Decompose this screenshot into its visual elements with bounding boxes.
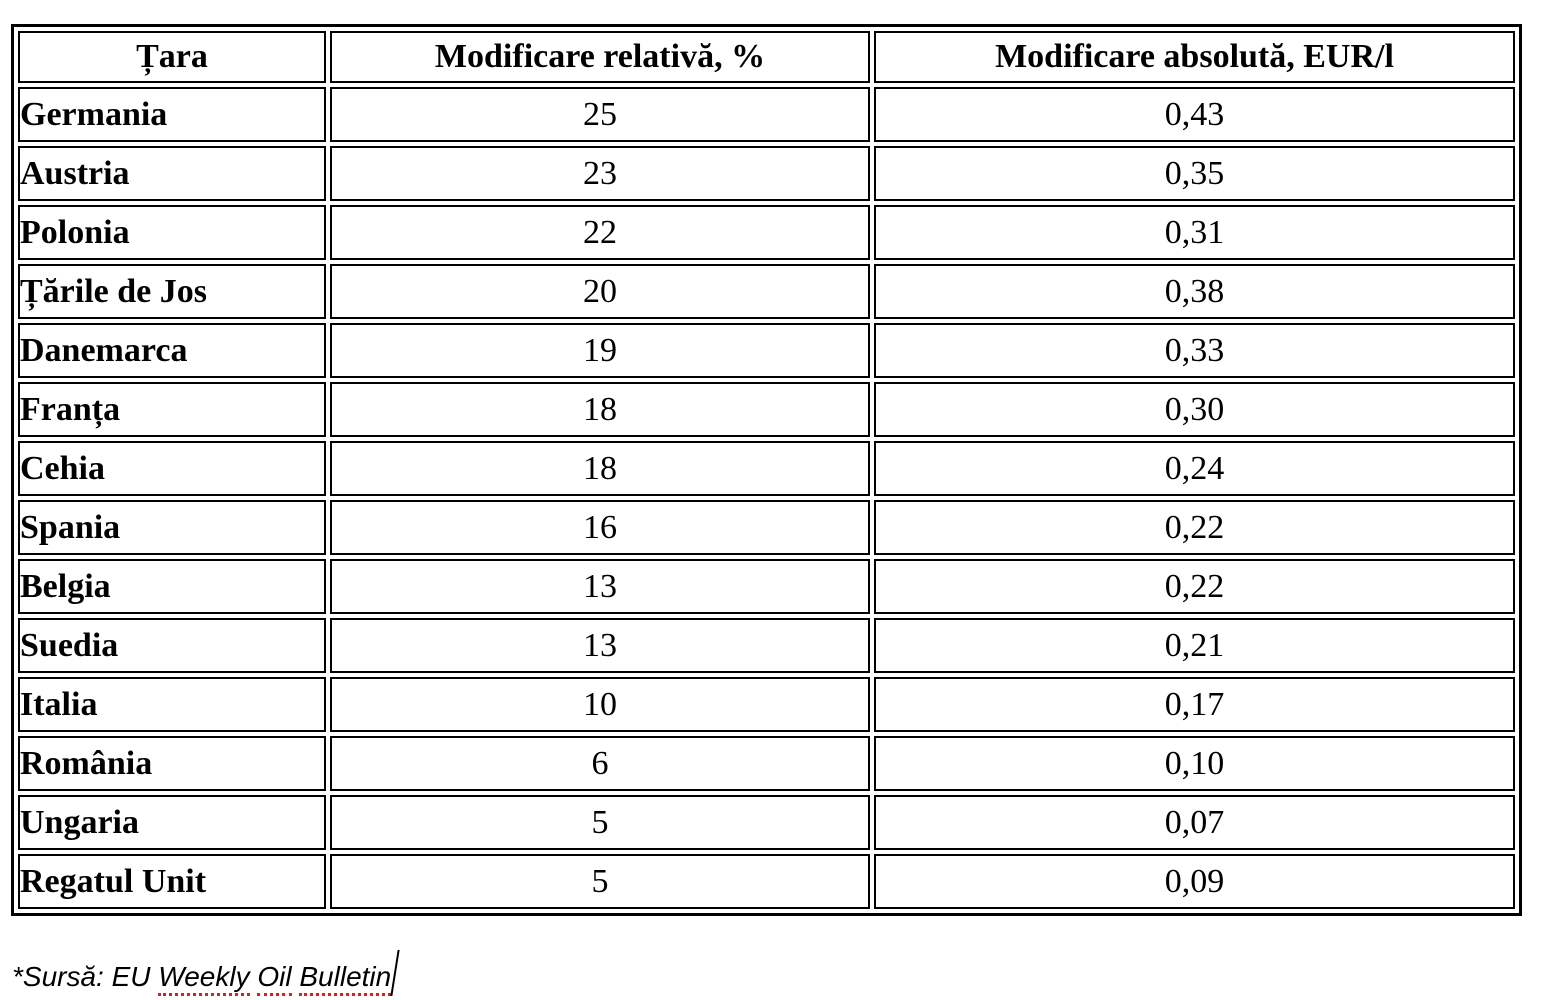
- table-row: Franța 18 0,30: [18, 382, 1515, 437]
- table-row: Suedia 13 0,21: [18, 618, 1515, 673]
- country-cell[interactable]: Cehia: [18, 441, 326, 496]
- country-cell[interactable]: Austria: [18, 146, 326, 201]
- country-cell[interactable]: Italia: [18, 677, 326, 732]
- absolute-cell[interactable]: 0,10: [874, 736, 1515, 791]
- absolute-cell[interactable]: 0,31: [874, 205, 1515, 260]
- table-row: Danemarca 19 0,33: [18, 323, 1515, 378]
- relative-cell[interactable]: 19: [330, 323, 870, 378]
- column-header-absolute[interactable]: Modificare absolută, EUR/l: [874, 31, 1515, 83]
- column-header-country[interactable]: Țara: [18, 31, 326, 83]
- flagged-words: Weekly Oil Bulletin: [151, 961, 392, 996]
- relative-cell[interactable]: 25: [330, 87, 870, 142]
- table-row: România 6 0,10: [18, 736, 1515, 791]
- table-row: Spania 16 0,22: [18, 500, 1515, 555]
- country-cell[interactable]: Belgia: [18, 559, 326, 614]
- table-row: Ungaria 5 0,07: [18, 795, 1515, 850]
- relative-cell[interactable]: 5: [330, 854, 870, 909]
- absolute-cell[interactable]: 0,17: [874, 677, 1515, 732]
- relative-cell[interactable]: 20: [330, 264, 870, 319]
- country-cell[interactable]: Ungaria: [18, 795, 326, 850]
- column-header-relative[interactable]: Modificare relativă, %: [330, 31, 870, 83]
- table-row: Belgia 13 0,22: [18, 559, 1515, 614]
- country-cell[interactable]: Germania: [18, 87, 326, 142]
- relative-cell[interactable]: 6: [330, 736, 870, 791]
- absolute-cell[interactable]: 0,43: [874, 87, 1515, 142]
- absolute-cell[interactable]: 0,09: [874, 854, 1515, 909]
- relative-cell[interactable]: 16: [330, 500, 870, 555]
- country-cell[interactable]: România: [18, 736, 326, 791]
- absolute-cell[interactable]: 0,24: [874, 441, 1515, 496]
- country-cell[interactable]: Suedia: [18, 618, 326, 673]
- table-row: Austria 23 0,35: [18, 146, 1515, 201]
- relative-cell[interactable]: 13: [330, 618, 870, 673]
- source-note-prefix[interactable]: *Sursă: EU: [12, 961, 151, 992]
- country-cell[interactable]: Franța: [18, 382, 326, 437]
- absolute-cell[interactable]: 0,30: [874, 382, 1515, 437]
- absolute-cell[interactable]: 0,33: [874, 323, 1515, 378]
- country-cell[interactable]: Țările de Jos: [18, 264, 326, 319]
- absolute-cell[interactable]: 0,22: [874, 559, 1515, 614]
- price-change-table: Țara Modificare relativă, % Modificare a…: [11, 24, 1522, 916]
- relative-cell[interactable]: 5: [330, 795, 870, 850]
- table-row: Cehia 18 0,24: [18, 441, 1515, 496]
- absolute-cell[interactable]: 0,22: [874, 500, 1515, 555]
- header-row: Țara Modificare relativă, % Modificare a…: [18, 31, 1515, 83]
- table-row: Polonia 22 0,31: [18, 205, 1515, 260]
- relative-cell[interactable]: 10: [330, 677, 870, 732]
- relative-cell[interactable]: 18: [330, 382, 870, 437]
- country-cell[interactable]: Polonia: [18, 205, 326, 260]
- relative-cell[interactable]: 22: [330, 205, 870, 260]
- table-body: Germania 25 0,43 Austria 23 0,35 Polonia…: [18, 87, 1515, 909]
- misspelled-word[interactable]: Weekly: [158, 961, 250, 996]
- table-row: Germania 25 0,43: [18, 87, 1515, 142]
- country-cell[interactable]: Danemarca: [18, 323, 326, 378]
- table-row: Italia 10 0,17: [18, 677, 1515, 732]
- absolute-cell[interactable]: 0,35: [874, 146, 1515, 201]
- absolute-cell[interactable]: 0,07: [874, 795, 1515, 850]
- absolute-cell[interactable]: 0,38: [874, 264, 1515, 319]
- country-cell[interactable]: Spania: [18, 500, 326, 555]
- source-note[interactable]: *Sursă: EU Weekly Oil Bulletin: [12, 950, 400, 996]
- relative-cell[interactable]: 23: [330, 146, 870, 201]
- table-row: Țările de Jos 20 0,38: [18, 264, 1515, 319]
- misspelled-word[interactable]: Oil: [257, 961, 292, 996]
- absolute-cell[interactable]: 0,21: [874, 618, 1515, 673]
- relative-cell[interactable]: 18: [330, 441, 870, 496]
- country-cell[interactable]: Regatul Unit: [18, 854, 326, 909]
- relative-cell[interactable]: 13: [330, 559, 870, 614]
- text-cursor: [390, 950, 400, 996]
- misspelled-word[interactable]: Bulletin: [299, 961, 392, 996]
- table-row: Regatul Unit 5 0,09: [18, 854, 1515, 909]
